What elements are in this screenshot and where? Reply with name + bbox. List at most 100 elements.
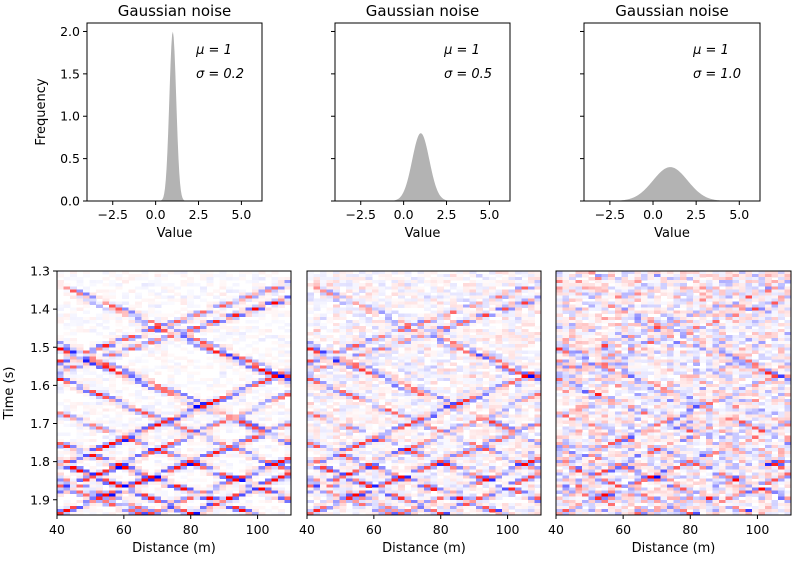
heatmap-cell — [206, 283, 214, 287]
heatmap-cell — [245, 386, 253, 391]
heatmap-cell — [365, 408, 373, 412]
heatmap-cell — [352, 280, 360, 284]
heatmap-cell — [320, 426, 327, 430]
heatmap-cell — [404, 450, 412, 455]
heatmap-cell — [271, 374, 279, 379]
heatmap-cell — [83, 450, 90, 455]
heatmap-cell — [404, 414, 412, 418]
heatmap-cell — [122, 481, 129, 485]
heatmap-cell — [76, 454, 84, 458]
heatmap-cell — [534, 292, 542, 296]
heatmap-cell — [495, 356, 503, 360]
heatmap-cell — [372, 374, 379, 379]
heatmap-cell — [495, 319, 503, 324]
heatmap-cell — [219, 475, 227, 479]
heatmap-cell — [521, 478, 529, 482]
heatmap-cell — [333, 408, 340, 412]
heatmap-cell — [148, 322, 155, 327]
heatmap-cell — [141, 454, 149, 458]
heatmap-cell — [174, 396, 181, 400]
heatmap-cell — [378, 289, 386, 293]
heatmap-cell — [63, 353, 71, 357]
heatmap-cell — [252, 328, 259, 333]
heatmap-cell — [284, 441, 292, 446]
heatmap-cell — [437, 313, 444, 318]
heatmap-cell — [63, 399, 71, 403]
heatmap-cell — [534, 402, 542, 406]
heatmap-cell — [115, 429, 123, 434]
heatmap-cell — [102, 347, 110, 351]
heatmap-cell — [307, 350, 314, 354]
heatmap-cell — [706, 286, 714, 290]
heatmap-cell — [443, 338, 451, 342]
heatmap-cell — [437, 460, 444, 464]
heatmap-cell — [437, 502, 444, 507]
heatmap-cell — [424, 301, 431, 305]
heatmap-cell — [556, 280, 563, 284]
heatmap-cell — [417, 347, 425, 351]
heatmap-cell — [495, 478, 503, 482]
heatmap-cell — [265, 386, 272, 391]
heatmap-cell — [148, 368, 155, 373]
heatmap-cell — [70, 417, 77, 421]
heatmap-cell — [326, 396, 334, 400]
heatmap-cell — [534, 396, 542, 400]
heatmap-cell — [109, 389, 116, 394]
heatmap-cell — [398, 380, 405, 385]
heatmap-cell — [450, 335, 457, 339]
heatmap-cell — [213, 414, 220, 418]
heatmap-cell — [595, 295, 603, 299]
heatmap-cell — [463, 426, 470, 430]
heatmap-cell — [352, 396, 360, 400]
heatmap-cell — [96, 478, 103, 482]
heatmap-cell — [352, 393, 360, 397]
heatmap-cell — [206, 493, 214, 498]
heatmap-cell — [385, 432, 392, 437]
heatmap-cell — [404, 344, 412, 348]
heatmap-cell — [680, 271, 687, 275]
heatmap-cell — [122, 377, 129, 382]
heatmap-cell — [515, 393, 522, 397]
heatmap-cell — [102, 271, 110, 275]
heatmap-cell — [258, 371, 266, 376]
heatmap-cell — [226, 362, 233, 366]
heatmap-cell — [391, 505, 399, 510]
heatmap-cell — [174, 463, 181, 467]
heatmap-cell — [333, 365, 340, 369]
heatmap-cell — [398, 328, 405, 333]
heatmap-cell — [307, 463, 314, 467]
heatmap-cell — [391, 301, 399, 305]
heatmap-cell — [141, 374, 149, 379]
heatmap-cell — [154, 274, 162, 278]
heatmap-cell — [187, 380, 194, 385]
heatmap-cell — [359, 298, 366, 302]
heatmap-cell — [463, 322, 470, 327]
heatmap-cell — [732, 292, 740, 296]
heatmap-cell — [430, 362, 438, 366]
heatmap-cell — [76, 472, 84, 476]
heatmap-cell — [326, 298, 334, 302]
heatmap-cell — [346, 411, 353, 415]
heatmap-cell — [70, 359, 77, 363]
heatmap-cell — [417, 362, 425, 366]
heatmap-cell — [109, 335, 116, 339]
heatmap-cell — [174, 344, 181, 348]
heatmap-cell — [167, 441, 175, 446]
heatmap-cell — [239, 505, 246, 510]
heatmap-cell — [167, 444, 175, 449]
heatmap-cell — [258, 332, 266, 336]
heatmap-cell — [326, 307, 334, 312]
heatmap-cell — [515, 396, 522, 400]
heatmap-cell — [365, 426, 373, 430]
heatmap-cell — [226, 447, 233, 452]
heatmap-cell — [424, 417, 431, 421]
heatmap-cell — [271, 335, 279, 339]
heatmap-cell — [96, 496, 103, 501]
heatmap-cell — [135, 417, 142, 421]
heatmap-cell — [63, 359, 71, 363]
heatmap-cell — [206, 484, 214, 488]
heatmap-cell — [135, 444, 142, 449]
heatmap-cell — [359, 283, 366, 287]
heatmap-cell — [333, 350, 340, 354]
heatmap-cell — [226, 490, 233, 495]
